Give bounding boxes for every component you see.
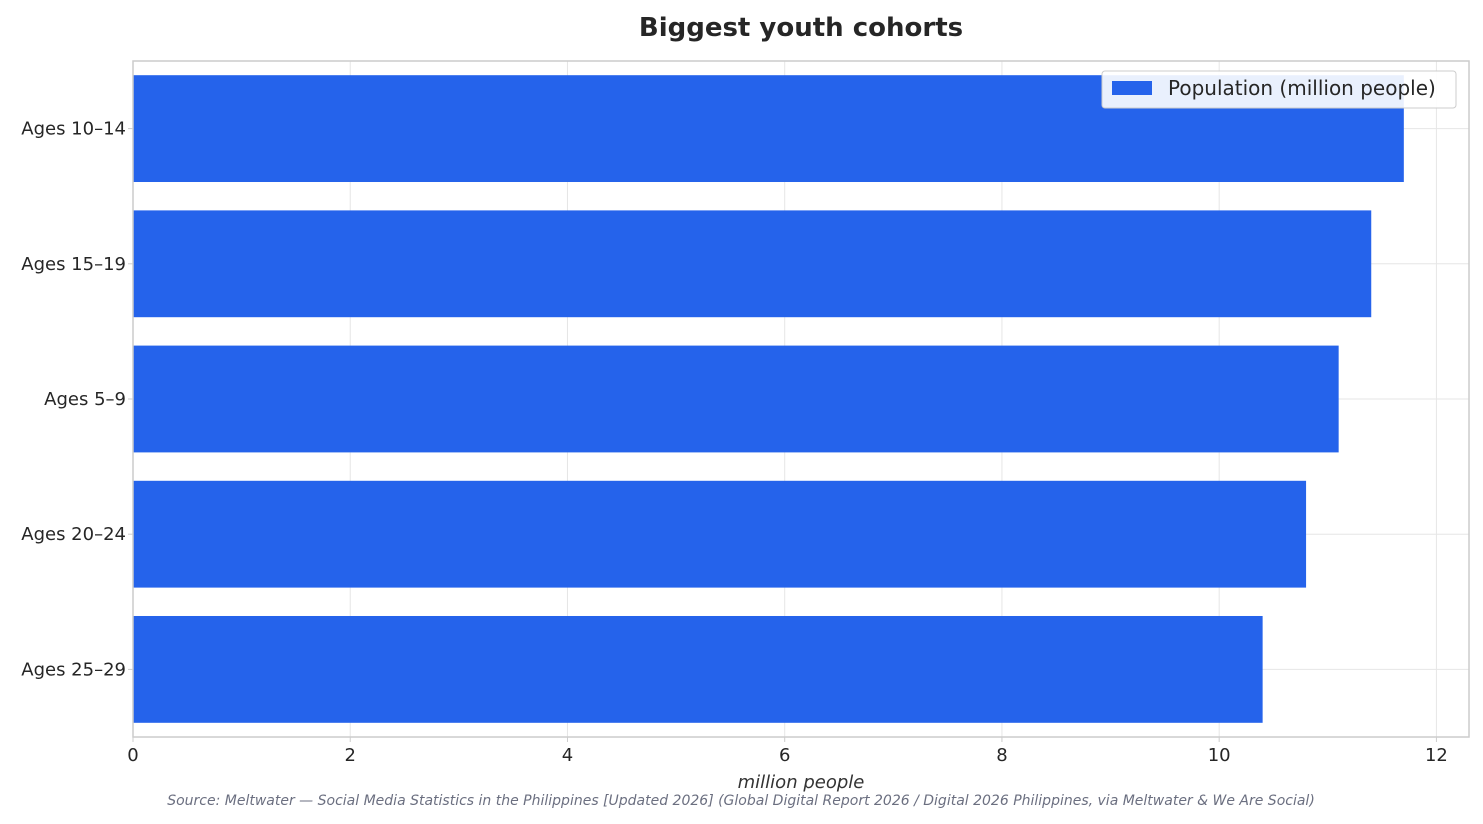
x-tick-label: 4 bbox=[562, 745, 573, 766]
bar bbox=[133, 345, 1339, 453]
legend-box bbox=[1101, 70, 1457, 109]
legend-swatch bbox=[1112, 81, 1152, 95]
x-tick-label: 8 bbox=[996, 745, 1007, 766]
x-tick-label: 12 bbox=[1425, 745, 1448, 766]
y-tick-labels: Ages 10–14 Ages 15–19 Ages 5–9 Ages 20–24 Ag… bbox=[21, 119, 133, 680]
chart-title: Biggest youth cohorts bbox=[639, 13, 963, 43]
bars bbox=[133, 75, 1404, 723]
bar bbox=[133, 480, 1307, 588]
x-tick-label: 0 bbox=[127, 745, 138, 766]
bar bbox=[133, 210, 1372, 318]
y-tick-label: Ages 20–24 bbox=[21, 524, 126, 545]
y-tick-label: Ages 5–9 bbox=[44, 389, 126, 410]
x-tick-labels: 0 2 4 6 8 10 12 bbox=[127, 737, 1448, 766]
y-tick-label: Ages 25–29 bbox=[21, 659, 126, 680]
legend-label: Population (million people) bbox=[1168, 76, 1436, 100]
bar bbox=[133, 615, 1263, 723]
x-tick-label: 10 bbox=[1208, 745, 1231, 766]
x-axis-label: million people bbox=[738, 772, 865, 793]
x-tick-label: 6 bbox=[779, 745, 790, 766]
x-tick-label: 2 bbox=[345, 745, 356, 766]
y-tick-label: Ages 15–19 bbox=[21, 254, 126, 275]
source-note: Source: Meltwater — Social Media Statist… bbox=[167, 793, 1315, 809]
legend: Population (million people) bbox=[1101, 70, 1457, 109]
y-tick-label: Ages 10–14 bbox=[21, 119, 126, 140]
